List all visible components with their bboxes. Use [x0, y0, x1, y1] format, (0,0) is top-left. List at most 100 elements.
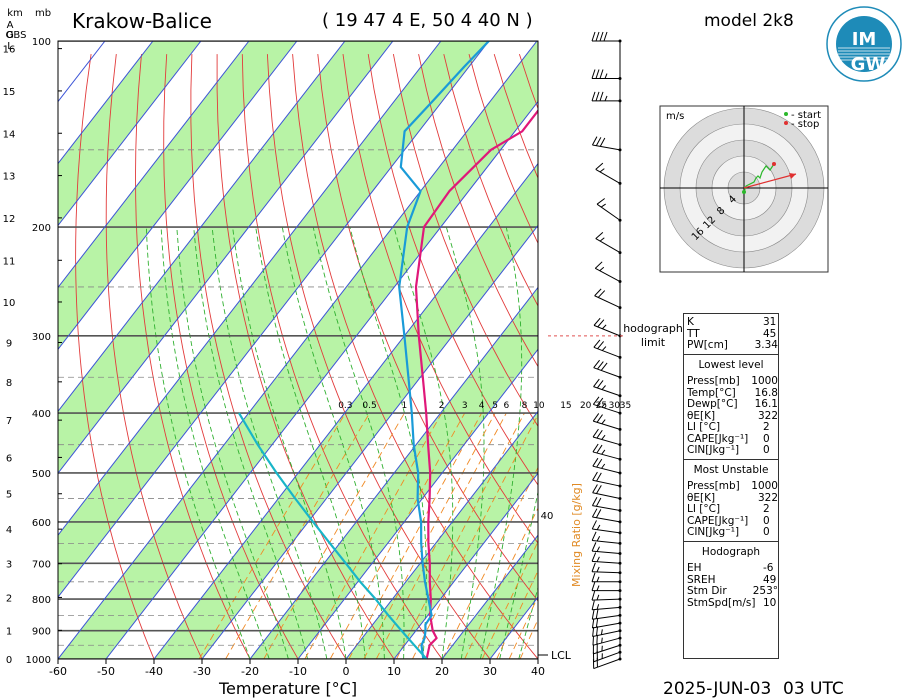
mixing-ratio-label: 2 — [439, 401, 445, 411]
height-tick-label: 3 — [6, 560, 12, 571]
height-tick-label: 1 — [6, 626, 12, 637]
axis-corner-label: mb — [35, 8, 51, 19]
mixing-ratio-label-40: 40 — [541, 511, 554, 522]
wind-barb — [591, 508, 621, 523]
wind-barb — [592, 457, 621, 474]
index-row: Dewp[°C] 16.1 — [684, 398, 778, 411]
wind-barb — [592, 428, 621, 446]
wind-barb — [591, 136, 621, 151]
wind-barb — [593, 339, 621, 358]
most-unstable-section: Most Unstable Press[mb] 1000 θE[K] 322 LI [°C… — [684, 458, 778, 541]
wind-barb — [591, 542, 621, 555]
wind-barb — [592, 643, 621, 655]
pressure-tick-label: 700 — [32, 559, 51, 570]
index-key: StmSpd[m/s] — [687, 596, 756, 609]
wind-barb — [591, 609, 621, 620]
height-tick-label: 7 — [6, 416, 12, 427]
isotherm-line — [58, 41, 394, 475]
index-key: Stm Dir — [687, 585, 727, 597]
logo-text-bottom: GW — [851, 54, 886, 75]
wind-barb — [591, 590, 621, 601]
index-value: 49 — [763, 573, 777, 586]
pressure-tick-label: 800 — [32, 595, 51, 606]
mixing-ratio-label: 35 — [620, 401, 631, 411]
station-title: Krakow-Balice — [72, 9, 212, 33]
pressure-tick-label: 400 — [32, 409, 51, 420]
hodograph-limit-label: hodograph — [623, 322, 683, 335]
wind-barb — [595, 162, 621, 184]
moist-adiabat — [537, 657, 538, 659]
isotherm-line — [58, 41, 298, 351]
axis-corner-label: G — [6, 30, 14, 41]
isotherm-line — [201, 224, 538, 659]
mixing-ratio-axis-label: Mixing Ratio [g/kg] — [570, 483, 583, 587]
index-key: CIN[Jkg⁻¹] — [687, 444, 740, 456]
wind-barb — [591, 572, 620, 583]
hodograph-limit-label: limit — [641, 336, 666, 349]
dry-adiabat — [418, 54, 538, 368]
index-value: 322 — [757, 409, 778, 422]
x-tick-label: -30 — [193, 665, 211, 678]
index-value: 1000 — [751, 375, 778, 387]
lowest-level-section: Lowest level Press[mb] 1000 Temp[°C] 16.8 Dew… — [684, 353, 778, 459]
index-row: Press[mb] 1000 — [684, 480, 778, 493]
height-tick-label: 4 — [6, 525, 12, 536]
wind-barb — [592, 484, 621, 500]
dry-adiabat — [443, 53, 538, 307]
height-tick-label: 2 — [6, 593, 12, 604]
hodograph-unit: m/s — [666, 111, 684, 122]
mixing-ratio-label: 1 — [402, 401, 408, 411]
pressure-tick-label: 600 — [32, 518, 51, 529]
dry-adiabat — [190, 54, 347, 659]
index-row: Temp[°C] 16.8 — [684, 387, 778, 400]
wind-barb — [596, 198, 621, 221]
mixing-ratio-label: 0.3 — [338, 401, 352, 411]
index-value: 2 — [763, 421, 770, 433]
wind-barb — [591, 617, 621, 629]
x-axis-title: Temperature [°C] — [219, 679, 358, 698]
x-tick-label: -60 — [49, 665, 67, 678]
index-row: Press[mb] 1000 — [684, 375, 778, 388]
hodograph-start — [742, 190, 746, 194]
wind-barb — [591, 497, 621, 511]
height-tick-label: 13 — [3, 172, 16, 183]
index-value: 0 — [763, 526, 770, 538]
axis-corner-label: km — [7, 8, 23, 19]
moist-adiabat — [211, 226, 328, 659]
hodograph-trace — [743, 163, 775, 193]
wind-barb — [594, 261, 621, 282]
index-key: θE[K] — [687, 491, 716, 504]
x-tick-label: 10 — [387, 665, 401, 678]
wind-barb — [591, 91, 620, 102]
wind-barb — [593, 378, 621, 397]
dry-adiabat — [241, 54, 443, 659]
wind-barb — [591, 562, 621, 574]
mixing-ratio-label: 30 — [609, 401, 621, 411]
isotherm-line — [58, 41, 538, 659]
index-value: -6 — [763, 562, 774, 574]
pressure-tick-label: 900 — [32, 627, 51, 638]
start-legend-label: - start — [791, 110, 821, 121]
isotherm-line — [249, 286, 538, 659]
wind-barb — [591, 69, 620, 80]
height-tick-label: 11 — [3, 256, 16, 267]
mixing-ratio-label: 4 — [479, 401, 485, 411]
index-value: 322 — [757, 491, 778, 504]
moist-adiabat — [232, 226, 347, 659]
index-row: TT 45 — [684, 328, 778, 341]
imgw-logo: IM GW — [826, 6, 902, 82]
index-row: CIN[Jkg⁻¹] 0 — [684, 444, 778, 457]
storm-motion-arrowhead — [789, 173, 796, 179]
most-unstable-title: Most Unstable — [693, 463, 769, 476]
isotherm-line — [58, 41, 154, 165]
isotherm-line — [345, 410, 538, 659]
index-key: LI [°C] — [687, 421, 721, 433]
index-row: PW[cm] 3.34 — [684, 339, 778, 352]
pressure-tick-label: 500 — [32, 469, 51, 480]
indices-top: K 31 TT 45 PW[cm] 3.34 — [684, 314, 778, 354]
wind-barb — [592, 634, 621, 646]
mixing-ratio-label: 0.5 — [362, 401, 376, 411]
height-tick-label: 8 — [6, 378, 12, 389]
index-value: 2 — [763, 503, 770, 515]
